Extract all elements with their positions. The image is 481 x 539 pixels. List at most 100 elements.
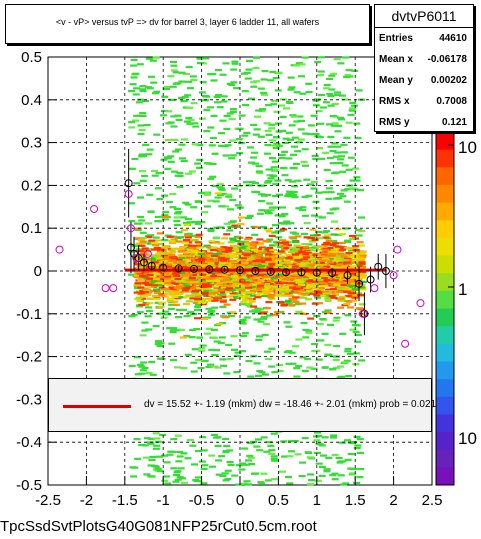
density-cell xyxy=(293,257,301,260)
density-cell xyxy=(164,282,172,285)
density-cell xyxy=(165,201,173,204)
density-cell xyxy=(273,206,281,209)
density-cell xyxy=(349,107,357,110)
density-cell xyxy=(164,167,172,170)
density-cell xyxy=(274,214,282,217)
density-cell xyxy=(233,263,241,266)
y-tick-label: 0.2 xyxy=(21,177,42,194)
density-cell xyxy=(316,263,324,267)
density-cell xyxy=(324,353,332,356)
density-cell xyxy=(323,241,331,245)
density-cell xyxy=(205,327,213,330)
density-cell xyxy=(254,438,262,441)
density-cell xyxy=(301,243,309,246)
stats-title: dvtvP6011 xyxy=(375,5,473,28)
density-cell xyxy=(247,161,255,164)
density-cell xyxy=(288,297,296,301)
density-cell xyxy=(274,272,282,275)
density-cell xyxy=(184,236,192,239)
density-cell xyxy=(219,358,227,361)
density-cell xyxy=(169,293,177,297)
density-cell xyxy=(280,263,288,266)
density-cell xyxy=(288,277,296,280)
density-cell xyxy=(292,296,300,299)
density-cell xyxy=(218,455,226,458)
density-cell xyxy=(245,459,253,462)
density-cell xyxy=(248,300,256,303)
density-cell xyxy=(333,272,341,275)
density-cell xyxy=(260,93,268,96)
density-cell xyxy=(289,286,297,289)
density-cell xyxy=(143,437,151,440)
density-cell xyxy=(250,81,258,84)
density-cell xyxy=(251,309,259,312)
density-cell xyxy=(241,241,249,244)
density-cell xyxy=(191,261,199,264)
mean-point xyxy=(393,245,402,254)
density-cell xyxy=(316,292,324,296)
density-cell xyxy=(178,80,186,83)
density-cell xyxy=(291,196,299,199)
density-cell xyxy=(246,441,254,445)
density-cell xyxy=(337,253,345,256)
density-cell xyxy=(222,205,230,208)
density-cell xyxy=(261,70,269,73)
x-tick-label: 2.5 xyxy=(422,492,443,509)
density-cell xyxy=(283,351,291,354)
density-cell xyxy=(279,98,287,101)
density-cell xyxy=(185,65,193,69)
density-cell xyxy=(302,164,310,167)
density-cell xyxy=(342,286,350,289)
density-cell xyxy=(136,273,144,276)
density-cell xyxy=(288,351,296,354)
density-cell xyxy=(282,286,290,289)
density-cell xyxy=(134,373,142,376)
density-cell xyxy=(293,367,301,370)
density-cell xyxy=(295,207,303,210)
density-cell xyxy=(203,244,211,247)
density-cell xyxy=(219,192,227,196)
density-cell xyxy=(156,254,164,257)
density-cell xyxy=(176,450,184,454)
density-cell xyxy=(321,257,329,260)
density-cell xyxy=(151,261,159,264)
density-cell xyxy=(184,217,192,221)
density-cell xyxy=(275,193,283,196)
density-cell xyxy=(337,116,345,119)
density-cell xyxy=(234,256,242,259)
density-cell xyxy=(344,256,352,260)
density-cell xyxy=(348,272,356,275)
density-cell xyxy=(257,248,265,251)
density-cell xyxy=(230,110,238,113)
density-cell xyxy=(205,279,213,282)
density-cell xyxy=(183,286,191,289)
density-cell xyxy=(296,287,304,290)
density-cell xyxy=(305,243,313,246)
density-cell xyxy=(211,285,219,288)
density-cell xyxy=(339,248,347,251)
density-cell xyxy=(138,153,146,156)
density-cell xyxy=(207,229,215,233)
density-cell xyxy=(171,295,179,298)
palette-band xyxy=(436,184,454,204)
density-cell xyxy=(353,481,361,485)
density-cell xyxy=(196,336,204,339)
density-cell xyxy=(222,479,230,482)
density-cell xyxy=(264,357,272,360)
density-cell xyxy=(194,263,202,266)
density-cell xyxy=(338,274,346,278)
density-cell xyxy=(169,206,177,209)
density-cell xyxy=(201,276,209,279)
density-cell xyxy=(294,255,302,259)
density-cell xyxy=(266,250,274,253)
density-cell xyxy=(139,369,147,372)
density-cell xyxy=(269,206,277,209)
density-cell xyxy=(258,482,266,485)
stat-row-rms-y: RMS y 0.121 xyxy=(375,112,473,133)
density-cell xyxy=(181,261,189,264)
density-cell xyxy=(347,284,355,288)
density-cell xyxy=(243,253,251,256)
density-cell xyxy=(343,302,351,306)
density-cell xyxy=(307,124,315,127)
density-cell xyxy=(295,259,303,262)
